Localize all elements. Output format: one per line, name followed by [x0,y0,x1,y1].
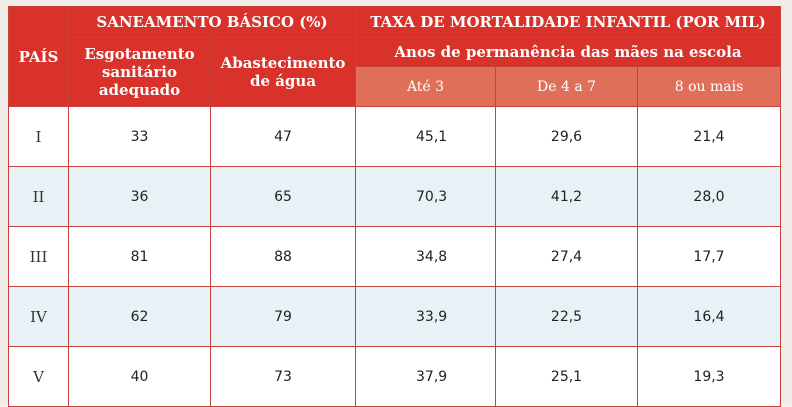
header-school-level-1: Até 3 [355,66,497,107]
header-water: Abastecimento de água [209,37,357,107]
header-schooling: Anos de permanência das mães na escola [355,37,782,67]
cell-sewage: 62 [68,286,211,347]
cell-water: 79 [209,286,357,347]
cell-country: V [8,346,69,407]
cell-water: 47 [209,106,357,167]
cell-mortality-2: 22,5 [495,286,639,347]
cell-mortality-1: 33,9 [355,286,497,347]
cell-sewage: 81 [68,226,211,287]
cell-mortality-1: 37,9 [355,346,497,407]
cell-mortality-1: 45,1 [355,106,497,167]
data-table: PAÍS SANEAMENTO BÁSICO (%) TAXA DE MORTA… [8,6,782,407]
cell-country: IV [8,286,69,347]
table-row: II 36 65 70,3 41,2 28,0 [8,166,782,227]
cell-mortality-1: 70,3 [355,166,497,227]
cell-water: 73 [209,346,357,407]
cell-mortality-3: 28,0 [637,166,782,227]
cell-mortality-2: 29,6 [495,106,639,167]
cell-mortality-3: 17,7 [637,226,782,287]
cell-mortality-3: 19,3 [637,346,782,407]
table-row: IV 62 79 33,9 22,5 16,4 [8,286,782,347]
header-school-level-3: 8 ou mais [637,66,782,107]
cell-mortality-2: 41,2 [495,166,639,227]
cell-mortality-3: 16,4 [637,286,782,347]
table-row: V 40 73 37,9 25,1 19,3 [8,346,782,407]
header-sewage: Esgotamento sanitário adequado [68,37,211,107]
cell-mortality-1: 34,8 [355,226,497,287]
cell-mortality-2: 25,1 [495,346,639,407]
cell-country: III [8,226,69,287]
table-row: I 33 47 45,1 29,6 21,4 [8,106,782,167]
cell-water: 88 [209,226,357,287]
cell-water: 65 [209,166,357,227]
header-mortality-group: TAXA DE MORTALIDADE INFANTIL (POR MIL) [355,6,782,38]
header-sanitation-group: SANEAMENTO BÁSICO (%) [67,6,357,38]
cell-sewage: 40 [68,346,211,407]
cell-mortality-3: 21,4 [637,106,782,167]
cell-mortality-2: 27,4 [495,226,639,287]
cell-country: I [8,106,69,167]
table-row: III 81 88 34,8 27,4 17,7 [8,226,782,287]
cell-country: II [8,166,69,227]
header-school-level-2: De 4 a 7 [495,66,639,107]
cell-sewage: 33 [68,106,211,167]
header-country: PAÍS [8,6,69,107]
cell-sewage: 36 [68,166,211,227]
